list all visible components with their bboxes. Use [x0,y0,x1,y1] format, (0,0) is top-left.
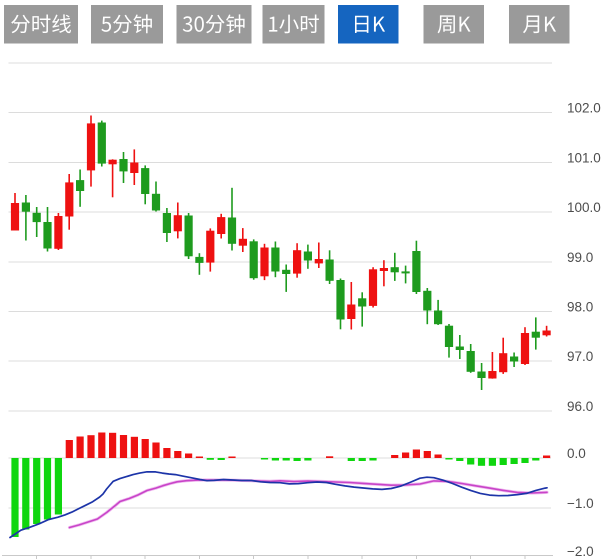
svg-text:99.0: 99.0 [567,250,593,265]
svg-text:102.0: 102.0 [567,101,601,116]
svg-text:96.0: 96.0 [567,399,593,414]
svg-text:101.0: 101.0 [567,150,601,165]
svg-text:0.0: 0.0 [567,446,586,461]
svg-text:−2.0: −2.0 [567,544,594,559]
svg-text:100.0: 100.0 [567,200,601,215]
svg-text:98.0: 98.0 [567,300,593,315]
svg-text:−1.0: −1.0 [567,496,594,511]
svg-text:97.0: 97.0 [567,349,593,364]
